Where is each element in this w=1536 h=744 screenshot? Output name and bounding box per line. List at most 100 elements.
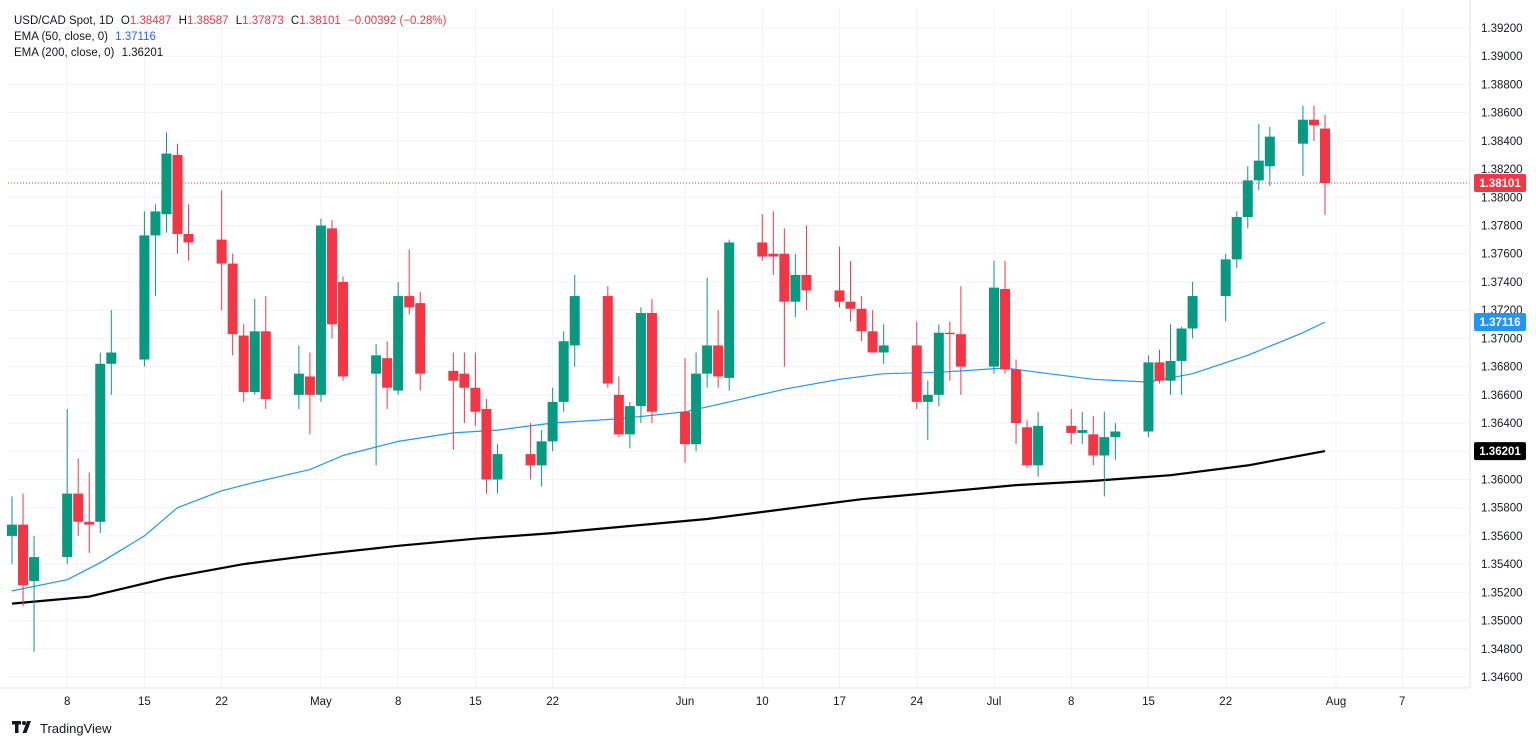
candle[interactable] xyxy=(62,408,73,565)
candle[interactable] xyxy=(84,472,95,553)
candle[interactable] xyxy=(922,380,933,440)
candle[interactable] xyxy=(183,204,194,261)
candle[interactable] xyxy=(73,458,84,536)
candle[interactable] xyxy=(1264,126,1275,187)
candle[interactable] xyxy=(470,352,481,426)
candle[interactable] xyxy=(635,307,646,424)
candle[interactable] xyxy=(1011,359,1022,445)
candle[interactable] xyxy=(304,352,315,435)
candle[interactable] xyxy=(371,344,382,466)
candle[interactable] xyxy=(382,341,393,409)
x-tick-label: Aug xyxy=(1326,696,1346,708)
candle[interactable] xyxy=(1110,423,1121,460)
candle[interactable] xyxy=(448,352,459,450)
candle[interactable] xyxy=(856,296,867,342)
candle[interactable] xyxy=(161,132,172,233)
candle[interactable] xyxy=(768,211,779,275)
candle[interactable] xyxy=(1022,420,1033,469)
candle[interactable] xyxy=(558,331,569,412)
candle[interactable] xyxy=(790,253,801,318)
price-axis[interactable]: 1.34600 1.34800 1.35000 1.35200 1.35400 1.356… xyxy=(1469,0,1536,744)
candle[interactable] xyxy=(1308,105,1319,141)
candle-body xyxy=(1099,437,1110,456)
candle[interactable] xyxy=(1187,281,1198,339)
candle[interactable] xyxy=(702,277,713,388)
candle[interactable] xyxy=(1231,211,1242,268)
candle[interactable] xyxy=(646,298,657,424)
candle[interactable] xyxy=(613,376,624,438)
candle[interactable] xyxy=(481,399,492,494)
candle[interactable] xyxy=(249,298,260,395)
candle-body xyxy=(713,345,724,377)
candle[interactable] xyxy=(338,276,349,381)
candle[interactable] xyxy=(260,296,271,409)
candle[interactable] xyxy=(691,352,702,452)
candle[interactable] xyxy=(7,496,17,565)
candle[interactable] xyxy=(1154,349,1165,384)
candle[interactable] xyxy=(867,310,878,353)
candle[interactable] xyxy=(1320,114,1330,216)
candle[interactable] xyxy=(1033,411,1044,477)
candle[interactable] xyxy=(569,274,580,367)
candle[interactable] xyxy=(18,493,29,607)
candle[interactable] xyxy=(315,218,326,402)
legend-symbol[interactable]: USD/CAD Spot, 1D xyxy=(14,15,114,27)
candle[interactable] xyxy=(955,286,966,395)
time-axis[interactable]: 8 15 22 May 8 15 22 Jun 10 17 24 Jul 8 15 22 Aug 7 xyxy=(0,687,1470,708)
candle[interactable] xyxy=(602,286,613,388)
candle[interactable] xyxy=(1077,411,1088,445)
candle[interactable] xyxy=(944,321,955,381)
candle[interactable] xyxy=(1000,260,1011,374)
candle[interactable] xyxy=(878,324,889,364)
candle[interactable] xyxy=(1176,327,1187,395)
y-tick-label: 1.37800 xyxy=(1481,221,1523,233)
candle[interactable] xyxy=(988,260,999,374)
candle[interactable] xyxy=(845,260,856,322)
candle[interactable] xyxy=(139,211,150,367)
candle[interactable] xyxy=(216,190,227,311)
candle[interactable] xyxy=(172,143,183,254)
candle[interactable] xyxy=(1099,411,1110,497)
candle[interactable] xyxy=(1066,408,1077,445)
candle[interactable] xyxy=(724,239,735,391)
candle[interactable] xyxy=(293,345,304,409)
candle[interactable] xyxy=(911,321,922,409)
candle[interactable] xyxy=(404,249,415,315)
last-price-tag-label: 1.38101 xyxy=(1479,178,1521,190)
candle[interactable] xyxy=(1088,415,1099,466)
candle[interactable] xyxy=(933,324,944,407)
candle[interactable] xyxy=(680,358,691,463)
candle[interactable] xyxy=(492,444,503,494)
candle[interactable] xyxy=(536,430,547,487)
candle[interactable] xyxy=(95,352,106,534)
tradingview-logo[interactable]: TradingView xyxy=(12,720,112,737)
candle[interactable] xyxy=(1220,253,1231,322)
legend-ema50-row[interactable]: EMA (50, close, 0) 1.37116 xyxy=(14,29,446,45)
legend-ema200-row[interactable]: EMA (200, close, 0) 1.36201 xyxy=(14,45,446,61)
candle[interactable] xyxy=(150,204,161,297)
candle[interactable] xyxy=(547,387,558,452)
candle[interactable] xyxy=(1242,166,1253,229)
candle[interactable] xyxy=(326,219,337,339)
candle[interactable] xyxy=(29,535,40,652)
candle[interactable] xyxy=(227,253,238,356)
candle[interactable] xyxy=(834,246,845,308)
candle[interactable] xyxy=(1297,105,1308,177)
candle[interactable] xyxy=(415,291,426,391)
candle[interactable] xyxy=(1253,123,1264,191)
candle[interactable] xyxy=(779,228,790,367)
candle[interactable] xyxy=(713,310,724,388)
y-tick-label: 1.35400 xyxy=(1481,559,1523,571)
candle[interactable] xyxy=(757,214,768,261)
candle[interactable] xyxy=(1165,324,1176,395)
candle[interactable] xyxy=(1143,355,1154,438)
candle[interactable] xyxy=(393,281,404,395)
candle[interactable] xyxy=(238,324,249,402)
candle-body xyxy=(470,387,481,412)
candle[interactable] xyxy=(624,401,635,449)
candle[interactable] xyxy=(459,352,470,424)
candle[interactable] xyxy=(106,310,117,395)
candle[interactable] xyxy=(801,225,812,311)
candle[interactable] xyxy=(525,423,536,480)
